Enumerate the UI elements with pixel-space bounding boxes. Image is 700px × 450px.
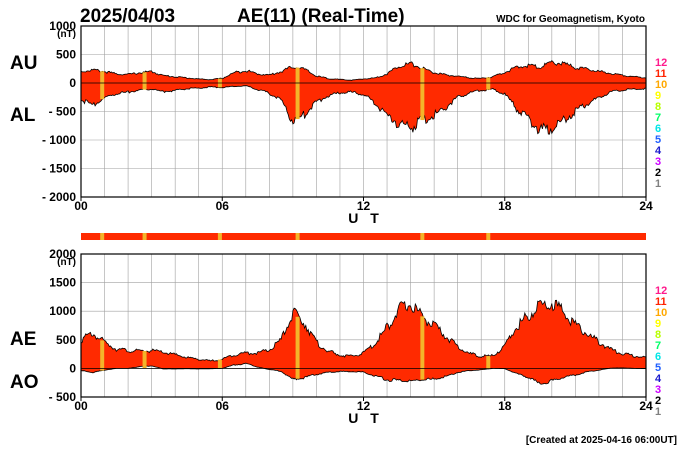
coverage-bar [81, 233, 646, 240]
station-key-1: 1 [655, 178, 661, 190]
series-label-au: AU [10, 53, 37, 74]
data-source: WDC for Geomagnetism, Kyoto [496, 14, 645, 25]
station-key-12: 12 [655, 57, 667, 69]
station-key-6: 6 [655, 351, 661, 363]
station-key-11: 11 [655, 296, 667, 308]
station-key-6: 6 [655, 123, 661, 135]
station-change-marker [142, 351, 147, 369]
station-change-marker [217, 359, 222, 369]
created-timestamp: [Created at 2025-04-16 06:00UT] [526, 435, 677, 446]
x-tick-label: 12 [357, 399, 371, 413]
station-change-marker [486, 77, 491, 90]
y-tick-label: 2000 [49, 247, 76, 261]
series-label-al: AL [10, 105, 36, 126]
station-key-10: 10 [655, 79, 667, 91]
y-axis-unit: (nT) [57, 257, 76, 268]
y-tick-label: - 2000 [42, 190, 76, 204]
plot-date: 2025/04/03 [80, 6, 175, 27]
y-tick-label: - 500 [49, 390, 77, 404]
coverage-marker [295, 233, 300, 240]
x-tick-label: 18 [498, 399, 512, 413]
series-line-al [80, 85, 647, 135]
station-key-2: 2 [655, 167, 661, 179]
x-tick-label: 24 [639, 199, 653, 213]
y-axis-unit: (nT) [57, 29, 76, 40]
x-axis-label: U T [348, 410, 383, 426]
station-key-4: 4 [655, 145, 662, 157]
coverage-marker [100, 233, 105, 240]
station-key-9: 9 [655, 318, 661, 330]
series-line-au [80, 60, 647, 81]
station-key-10: 10 [655, 307, 667, 319]
station-key-8: 8 [655, 329, 661, 341]
index-band-fill [81, 300, 646, 385]
y-tick-label: - 1500 [42, 162, 76, 176]
station-change-marker [295, 316, 300, 379]
y-tick-label: 500 [56, 48, 76, 62]
x-tick-label: 24 [639, 399, 653, 413]
y-tick-label: 500 [56, 333, 76, 347]
y-tick-label: - 1000 [42, 133, 76, 147]
station-key-8: 8 [655, 101, 661, 113]
station-key-2: 2 [655, 395, 661, 407]
station-key-7: 7 [655, 340, 661, 352]
x-tick-label: 06 [216, 399, 230, 413]
x-tick-label: 18 [498, 199, 512, 213]
station-change-marker [420, 68, 425, 121]
coverage-marker [420, 233, 425, 240]
x-tick-label: 00 [74, 199, 88, 213]
station-key-9: 9 [655, 90, 661, 102]
station-key-5: 5 [655, 362, 661, 374]
station-key-4: 4 [655, 373, 662, 385]
series-line-ao [80, 362, 647, 385]
station-change-marker [420, 316, 425, 380]
series-line-ae [80, 299, 646, 362]
plot-title: AE(11) (Real-Time) [237, 6, 405, 27]
station-change-marker [100, 71, 105, 100]
series-label-ae: AE [10, 329, 36, 350]
y-tick-label: - 500 [49, 105, 77, 119]
station-key-3: 3 [655, 156, 661, 168]
station-change-marker [295, 67, 300, 120]
station-key-7: 7 [655, 112, 661, 124]
y-tick-label: 1000 [49, 19, 76, 33]
coverage-marker [142, 233, 147, 240]
station-change-marker [486, 356, 491, 369]
station-key-5: 5 [655, 134, 661, 146]
station-key-12: 12 [655, 285, 667, 297]
y-tick-label: 0 [69, 76, 76, 90]
x-tick-label: 12 [357, 199, 371, 213]
station-key-1: 1 [655, 406, 661, 418]
station-change-marker [100, 340, 105, 371]
station-key-3: 3 [655, 384, 661, 396]
y-tick-label: 1000 [49, 304, 76, 318]
x-tick-label: 06 [216, 199, 230, 213]
station-change-marker [142, 72, 147, 90]
station-key-11: 11 [655, 68, 667, 80]
series-label-ao: AO [10, 372, 39, 393]
y-tick-label: 1500 [49, 276, 76, 290]
x-axis-label: U T [348, 210, 383, 226]
station-coverage-strip [81, 233, 646, 240]
coverage-marker [486, 233, 491, 240]
coverage-marker [217, 233, 222, 240]
y-tick-label: 0 [69, 361, 76, 375]
x-tick-label: 00 [74, 399, 88, 413]
